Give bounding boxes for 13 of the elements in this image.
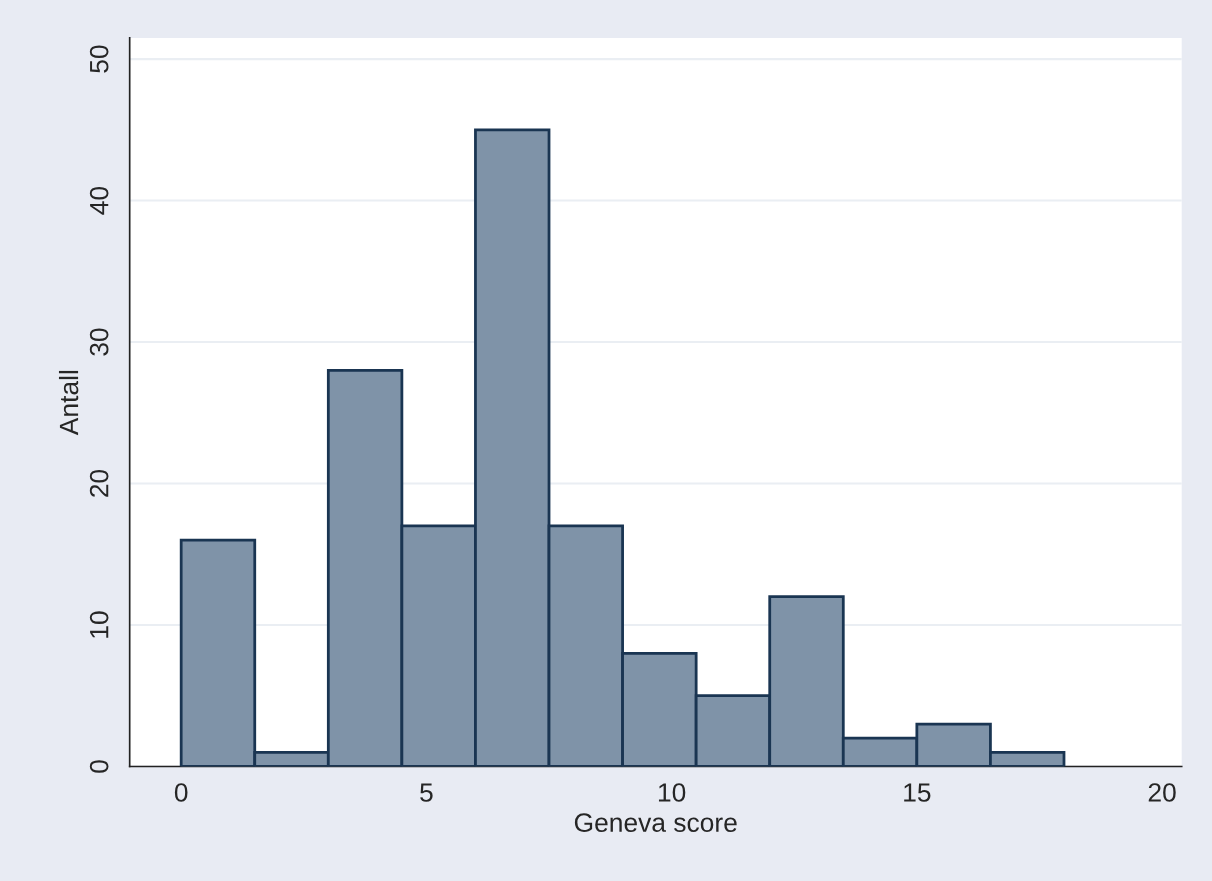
y-tick-label: 20	[89, 469, 109, 497]
x-tick-label: 5	[420, 783, 433, 802]
x-tick-label: 15	[904, 783, 931, 802]
y-axis-title: Antall	[58, 370, 79, 436]
y-tick-label: 10	[89, 611, 109, 638]
y-tick-label: 50	[89, 45, 109, 73]
x-axis-title: Geneva score	[574, 813, 737, 832]
y-tick-label: 30	[89, 328, 109, 356]
y-tick-label: 0	[89, 760, 109, 773]
x-tick-label: 0	[174, 783, 188, 802]
x-tick-label: 10	[658, 783, 686, 802]
x-tick-label: 20	[1148, 783, 1176, 802]
y-tick-label: 40	[89, 186, 109, 215]
